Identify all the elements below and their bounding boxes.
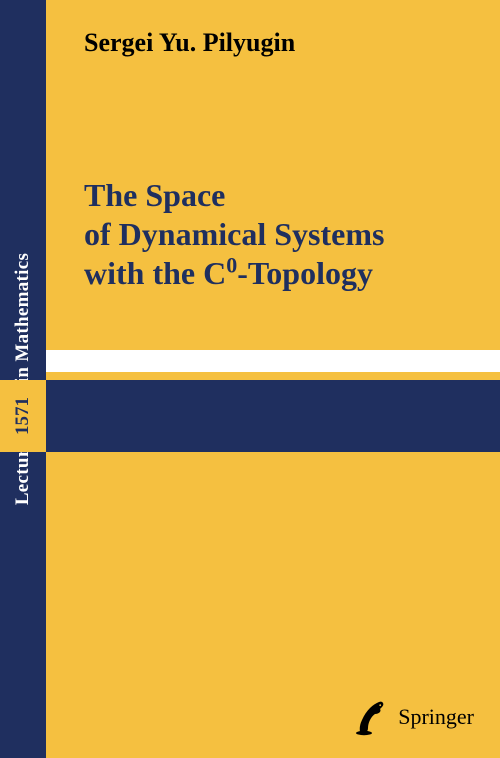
series-name: Lecture Notes in Mathematics [12,253,34,505]
spine-strip: Lecture Notes in Mathematics [0,0,46,758]
book-title: The Space of Dynamical Systems with the … [84,176,476,293]
title-line-1: The Space [84,177,225,213]
navy-stripe [46,380,500,452]
publisher-name: Springer [398,704,474,730]
volume-block: 1571 [0,380,46,452]
title-line-3-suffix: -Topology [237,255,373,291]
title-superscript: 0 [226,252,237,277]
volume-number: 1571 [12,397,34,435]
title-line-3-prefix: with the C [84,255,226,291]
main-cover-area: Sergei Yu. Pilyugin The Space of Dynamic… [46,0,500,758]
white-stripe [46,350,500,372]
title-line-2: of Dynamical Systems [84,216,384,252]
publisher-block: Springer [354,698,474,736]
springer-horse-icon [354,698,388,736]
author-name: Sergei Yu. Pilyugin [84,28,295,58]
